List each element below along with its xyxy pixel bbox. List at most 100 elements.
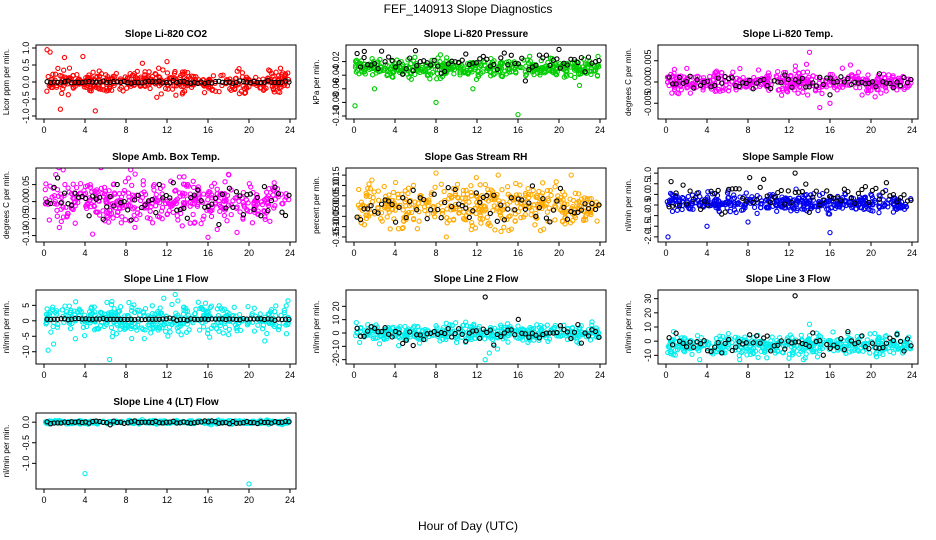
data-point: [233, 316, 240, 323]
data-point: [803, 181, 809, 187]
data-point: [680, 340, 686, 346]
data-point: [236, 198, 242, 204]
data-point: [669, 342, 676, 348]
data-point: [58, 200, 64, 206]
data-point: [190, 211, 196, 218]
data-point: [585, 54, 592, 60]
data-point: [205, 234, 211, 240]
data-point: [545, 338, 551, 345]
data-point: [792, 293, 798, 299]
data-point: [86, 316, 92, 322]
data-point: [666, 74, 672, 80]
data-point: [552, 217, 558, 223]
data-point: [261, 183, 268, 190]
data-point: [142, 202, 148, 208]
data-point: [170, 76, 177, 82]
data-point: [104, 79, 110, 85]
data-point: [104, 204, 110, 210]
data-point: [480, 69, 486, 75]
data-point: [708, 188, 714, 194]
data-point: [107, 211, 113, 218]
data-point: [192, 197, 199, 203]
data-point: [890, 209, 897, 215]
data-point: [90, 79, 96, 85]
data-point: [553, 179, 559, 185]
data-point: [165, 333, 171, 339]
data-point: [416, 218, 422, 224]
data-point: [170, 180, 176, 186]
data-point: [883, 340, 890, 346]
data-point: [878, 90, 884, 96]
data-point: [796, 189, 802, 195]
data-point: [771, 343, 777, 349]
data-point: [72, 190, 78, 196]
data-point: [375, 205, 381, 211]
data-point: [209, 316, 215, 322]
data-point: [681, 348, 688, 355]
data-point: [363, 193, 369, 199]
data-point: [460, 215, 467, 222]
data-point: [505, 62, 511, 68]
data-point: [463, 51, 469, 57]
data-point: [86, 78, 92, 85]
data-point: [908, 76, 914, 83]
data-point: [576, 198, 582, 205]
data-point: [484, 192, 490, 199]
data-point: [736, 186, 742, 192]
data-point: [184, 308, 191, 314]
data-point: [82, 79, 89, 85]
data-point: [354, 67, 361, 73]
data-point: [139, 204, 145, 211]
data-point: [773, 202, 780, 208]
data-point: [491, 342, 497, 348]
data-point: [392, 219, 399, 225]
data-point: [230, 204, 236, 210]
data-point: [484, 214, 491, 220]
data-point: [671, 70, 677, 76]
data-point: [786, 198, 792, 204]
data-point: [440, 324, 446, 331]
data-point: [499, 187, 505, 193]
data-point: [860, 200, 866, 206]
data-point: [527, 337, 533, 343]
x-tick-label: 16: [513, 248, 523, 258]
data-point: [743, 190, 749, 196]
data-point: [901, 192, 907, 198]
y-tick-label: 0.000: [643, 71, 653, 94]
data-point: [75, 79, 82, 86]
data-point: [244, 316, 250, 322]
x-tick-label: 16: [203, 248, 213, 258]
data-point: [594, 218, 600, 224]
y-tick-label: 0.15: [331, 166, 341, 184]
data-point: [141, 313, 148, 320]
y-tick-label: 0.00: [21, 193, 31, 211]
data-point: [463, 319, 469, 325]
data-point: [543, 215, 550, 221]
data-point: [704, 223, 710, 229]
data-point: [764, 333, 770, 339]
data-point: [595, 53, 601, 60]
data-point: [64, 213, 70, 219]
data-point: [571, 210, 578, 216]
data-point: [486, 350, 492, 356]
data-point: [527, 53, 533, 59]
data-point: [121, 198, 127, 205]
data-point: [240, 215, 246, 221]
data-point: [694, 77, 700, 83]
data-point: [557, 330, 563, 336]
data-point: [785, 76, 791, 83]
data-point: [529, 69, 536, 75]
data-point: [105, 219, 112, 225]
data-point: [451, 71, 457, 77]
data-point: [56, 168, 62, 171]
data-point: [415, 200, 421, 206]
data-point: [517, 205, 524, 211]
data-point: [384, 335, 390, 342]
data-point: [784, 89, 791, 95]
y-tick-label: 30: [643, 294, 653, 304]
data-point: [676, 202, 683, 209]
data-point: [223, 79, 229, 85]
data-point: [88, 88, 94, 94]
